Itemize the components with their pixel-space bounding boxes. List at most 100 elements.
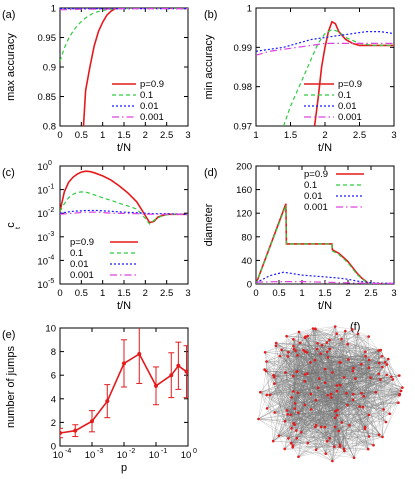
network-node <box>263 368 266 371</box>
network-edge <box>287 379 381 415</box>
network-node <box>311 327 315 330</box>
series-line-3 <box>256 281 394 284</box>
network-edge <box>293 339 335 447</box>
network-node <box>346 342 350 346</box>
network-node <box>333 416 337 420</box>
network-edge <box>325 421 387 454</box>
legend-entry-label: p=0.9 <box>140 79 164 90</box>
x-tick-label: 2 <box>143 288 148 299</box>
network-edge <box>307 328 316 337</box>
panel-f-label: (f) <box>350 321 360 333</box>
x-tick-exponent: 0 <box>193 448 197 455</box>
x-tick-label: 2 <box>322 130 327 141</box>
y-tick-exponent: -5 <box>48 278 54 285</box>
network-node <box>292 347 296 351</box>
network-edge <box>279 355 335 447</box>
network-graph <box>257 325 404 463</box>
x-tick-exponent: -2 <box>129 448 135 455</box>
y-axis-label: max accuracy <box>5 33 17 101</box>
panel-c: (c)0 0.5 1 1.5 2 2.5 310-510-410-310-210-110 0t… <box>2 160 191 312</box>
network-edge <box>335 339 342 412</box>
network-node <box>289 441 293 445</box>
network-node <box>303 373 307 376</box>
x-tick-label: 1.5 <box>117 130 130 141</box>
network-edge <box>301 432 355 458</box>
network-edge <box>258 418 285 422</box>
legend-entry-label: p=0.9 <box>338 79 362 90</box>
series-line-0 <box>82 8 188 126</box>
network-edge <box>329 339 354 372</box>
network-node <box>283 447 287 451</box>
network-node <box>290 396 293 399</box>
network-edge <box>292 426 316 446</box>
network-edge <box>298 404 348 457</box>
x-tick-label: 0 <box>253 288 258 299</box>
network-edge <box>341 358 389 423</box>
network-edge <box>306 352 369 450</box>
network-edge <box>380 374 387 380</box>
x-tick-label: 1 <box>253 130 258 141</box>
network-node <box>320 343 324 347</box>
network-edge <box>357 333 400 376</box>
axes-frame <box>255 7 395 127</box>
network-node <box>283 420 287 423</box>
network-edge <box>274 344 348 413</box>
data-point <box>176 363 181 368</box>
network-node <box>325 439 329 443</box>
legend: p=0.90.10.010.001 <box>112 79 164 123</box>
network-edge <box>340 385 342 423</box>
y-tick-label: 0.99 <box>234 43 253 54</box>
network-node <box>297 330 301 334</box>
network-edge <box>339 362 345 449</box>
network-edge <box>317 387 374 446</box>
network-edge <box>281 339 294 350</box>
network-node <box>401 386 404 389</box>
panel-f: (f) <box>257 321 404 463</box>
network-node <box>326 356 330 359</box>
legend-entry-label: p=0.9 <box>304 169 328 180</box>
network-node <box>296 354 299 357</box>
network-edge <box>304 349 381 382</box>
network-edge <box>285 372 319 388</box>
network-node <box>352 366 355 370</box>
network-node <box>290 427 293 430</box>
network-node <box>352 456 356 460</box>
network-node <box>331 371 334 374</box>
network-node <box>369 376 372 380</box>
network-node <box>273 411 276 414</box>
network-edge <box>383 362 386 410</box>
network-edge <box>275 328 314 346</box>
network-edge <box>298 412 369 450</box>
network-edge <box>329 348 333 373</box>
network-edge <box>281 349 336 427</box>
network-edge <box>279 351 366 357</box>
network-edge <box>304 362 341 382</box>
network-node <box>295 437 299 440</box>
network-node <box>323 425 327 429</box>
network-node <box>381 435 384 439</box>
legend-entry-label: 0.01 <box>140 101 159 112</box>
network-node <box>292 344 295 348</box>
network-node <box>364 354 367 358</box>
network-edge <box>305 326 336 337</box>
network-edge <box>273 440 341 447</box>
series-group <box>60 8 188 126</box>
network-edge <box>304 326 336 352</box>
network-edge <box>353 367 370 395</box>
network-edge <box>312 328 366 352</box>
x-tick-label: 1.5 <box>284 130 297 141</box>
x-tick-label: 2.5 <box>364 288 377 299</box>
network-node <box>346 403 349 407</box>
network-node <box>305 351 309 354</box>
network-edge <box>273 345 277 376</box>
x-tick-label: 1 <box>100 130 105 141</box>
network-edge <box>298 412 325 428</box>
network-edge <box>284 367 354 450</box>
network-edge <box>275 345 307 353</box>
x-tick-exponent: -3 <box>97 448 103 455</box>
network-node <box>278 354 282 358</box>
series-group <box>256 20 394 126</box>
y-tick-exponent: -1 <box>48 184 54 191</box>
network-edge <box>382 409 384 437</box>
